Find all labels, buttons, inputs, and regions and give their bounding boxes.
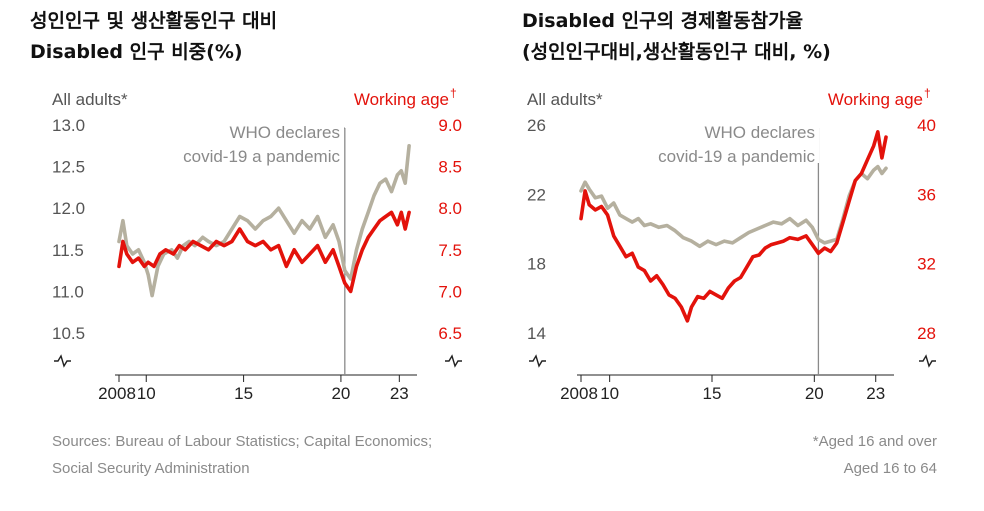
- note-all-adults: *Aged 16 and over: [812, 433, 937, 450]
- chart-2-x-tick-label: 10: [600, 384, 619, 403]
- sources-note: Sources: Bureau of Labour Statistics; Ca…: [52, 428, 432, 482]
- chart-1-right-tick-label: 6.5: [438, 324, 462, 343]
- sources-line-1: Sources: Bureau of Labour Statistics; Ca…: [52, 433, 433, 450]
- chart-2-x-tick-label: 15: [703, 384, 722, 403]
- chart-1-x-tick-label: 15: [234, 384, 253, 403]
- chart-1-left-tick-label: 10.5: [52, 324, 85, 343]
- chart-2-left-tick-label: 22: [527, 185, 546, 204]
- age-notes: *Aged 16 and over Aged 16 to 64: [813, 428, 937, 482]
- chart-2-left-axis-title: All adults*: [527, 90, 603, 109]
- chart-1-x-tick-label: 23: [390, 384, 409, 403]
- chart-1-left-tick-label: 12.5: [52, 158, 85, 177]
- chart-1-right-tick-label: 8.0: [438, 199, 462, 218]
- chart-1-right-tick-label: 7.5: [438, 241, 462, 260]
- chart-2-x-tick-label: 23: [866, 384, 885, 403]
- chart-1-left-tick-label: 13.0: [52, 116, 85, 135]
- chart-1-left-axis-break-icon: [54, 354, 71, 368]
- chart-2-left-tick-label: 18: [527, 255, 546, 274]
- chart-2-working-age-line: [579, 130, 888, 323]
- chart-2-left-tick-label: 26: [527, 116, 546, 135]
- chart-2-right-axis-marker: †: [924, 86, 931, 100]
- chart-1-left-tick-label: 11.0: [52, 282, 84, 301]
- chart-1-title: 성인인구 및 생산활동인구 대비 Disabled 인구 비중(%): [30, 6, 277, 68]
- chart-1-annotation-line-2: covid-19 a pandemic: [183, 147, 340, 166]
- chart-2-right-tick-label: 32: [917, 255, 936, 274]
- chart-1-title-line-1: 성인인구 및 생산활동인구 대비: [30, 10, 278, 32]
- chart-1-right-axis-marker: †: [450, 86, 457, 100]
- chart-1-annotation-bg: [164, 117, 344, 163]
- chart-1-x-tick-label: 10: [137, 384, 156, 403]
- chart-1-left-axis-title: All adults*: [52, 90, 128, 109]
- chart-1-all-adults-line: [117, 144, 411, 298]
- chart-2-x-tick-label: 20: [805, 384, 824, 403]
- chart-2-right-axis-title: Working age: [828, 90, 923, 109]
- chart-1-left-tick-label: 11.5: [52, 241, 84, 260]
- chart-1-right-tick-label: 7.0: [438, 282, 462, 301]
- chart-1-x-tick-label: 20: [331, 384, 350, 403]
- chart-2-annotation-line-1: WHO declares: [704, 123, 815, 142]
- chart-1-right-tick-label: 9.0: [438, 116, 462, 135]
- chart-2-left-axis-break-icon: [529, 354, 546, 368]
- chart-2-annotation-line-2: covid-19 a pandemic: [658, 147, 815, 166]
- chart-1-title-line-2: Disabled 인구 비중(%): [30, 41, 243, 63]
- note-working-age: Aged 16 to 64: [843, 460, 937, 477]
- chart-2-title-line-2: (성인인구대비,생산활동인구 대비, %): [522, 41, 831, 63]
- chart-1-right-axis-break-icon: [445, 354, 462, 368]
- chart-1-working-age-line: [117, 210, 411, 294]
- chart-1-right-tick-label: 8.5: [438, 158, 462, 177]
- chart-2-annotation-bg: [639, 117, 819, 163]
- chart-2-right-tick-label: 40: [917, 116, 936, 135]
- chart-1-right-axis-title: Working age: [354, 90, 449, 109]
- chart-2-title-line-1: Disabled 인구의 경제활동참가율: [522, 10, 804, 32]
- chart-1-left-tick-label: 12.0: [52, 199, 85, 218]
- chart-1-annotation-line-1: WHO declares: [229, 123, 340, 142]
- chart-2-right-axis-break-icon: [919, 354, 936, 368]
- chart-2-title: Disabled 인구의 경제활동참가율 (성인인구대비,생산활동인구 대비, …: [522, 6, 831, 68]
- chart-2-x-tick-label: 2008: [560, 384, 598, 403]
- chart-2-left-tick-label: 14: [527, 324, 546, 343]
- chart-1-x-tick-label: 2008: [98, 384, 136, 403]
- sources-line-2: Social Security Administration: [52, 460, 250, 477]
- chart-2-right-tick-label: 36: [917, 185, 936, 204]
- chart-2-right-tick-label: 28: [917, 324, 936, 343]
